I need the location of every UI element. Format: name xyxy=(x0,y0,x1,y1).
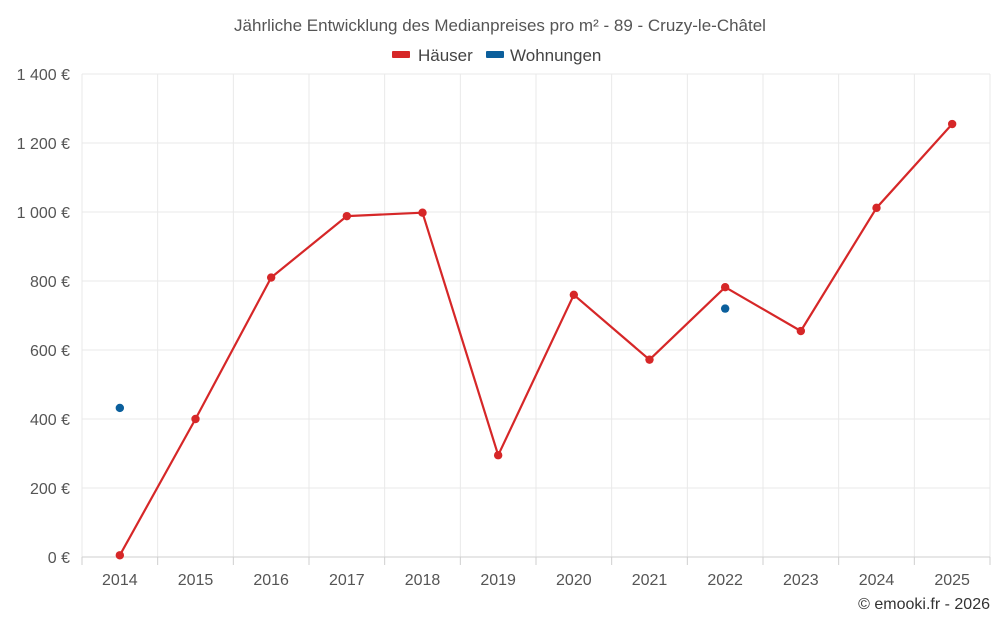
data-point-hauser[interactable] xyxy=(947,119,957,129)
y-axis-tick-labels: 0 € 200 € 400 € 600 € 800 € 1 000 € 1 200 € 1 4… xyxy=(17,67,70,567)
series-line-hauser xyxy=(118,123,954,556)
data-series xyxy=(115,119,957,560)
y-tick-label: 400 € xyxy=(30,412,70,429)
x-tick-label: 2018 xyxy=(405,572,441,589)
data-point-hauser[interactable] xyxy=(569,290,579,299)
data-point-hauser[interactable] xyxy=(796,326,806,336)
x-tick-label: 2019 xyxy=(480,572,516,589)
data-point-hauser[interactable] xyxy=(872,203,881,213)
credit-text: © emooki.fr - 2026 xyxy=(858,596,990,613)
data-point-wohnungen[interactable] xyxy=(720,304,730,313)
x-tick-label: 2024 xyxy=(859,572,895,589)
x-tick-label: 2015 xyxy=(178,572,214,589)
y-tick-label: 0 € xyxy=(48,550,70,567)
legend-item-hauser[interactable]: Häuser xyxy=(392,46,473,65)
y-tick-label: 1 400 € xyxy=(17,67,70,84)
x-tick-label: 2025 xyxy=(934,572,970,589)
legend-swatch-wohnungen xyxy=(486,51,504,58)
series-hauser xyxy=(115,119,957,560)
x-tick-label: 2017 xyxy=(329,572,365,589)
x-axis-tick-labels: 2014 2015 2016 2017 2018 2019 2020 2021 2022 2023… xyxy=(102,572,970,589)
data-point-wohnungen[interactable] xyxy=(115,403,125,413)
legend-item-wohnungen[interactable]: Wohnungen xyxy=(486,46,601,65)
legend-label-hauser: Häuser xyxy=(418,46,473,65)
data-point-hauser[interactable] xyxy=(115,551,125,560)
x-tick-label: 2016 xyxy=(253,572,289,589)
gridlines xyxy=(81,73,991,557)
chart-title: Jährliche Entwicklung des Medianpreises … xyxy=(234,16,766,35)
y-tick-label: 600 € xyxy=(30,343,70,360)
data-point-hauser[interactable] xyxy=(493,451,503,460)
axes xyxy=(81,556,991,565)
y-tick-label: 200 € xyxy=(30,481,70,498)
y-tick-label: 1 000 € xyxy=(17,205,70,222)
data-point-hauser[interactable] xyxy=(191,414,200,424)
legend-label-wohnungen: Wohnungen xyxy=(510,46,601,65)
legend-swatch-hauser xyxy=(392,51,410,58)
x-tick-label: 2021 xyxy=(632,572,668,589)
x-tick-label: 2014 xyxy=(102,572,138,589)
y-tick-label: 1 200 € xyxy=(17,136,70,153)
y-tick-label: 800 € xyxy=(30,274,70,291)
x-tick-label: 2020 xyxy=(556,572,592,589)
data-point-hauser[interactable] xyxy=(418,208,427,217)
x-tick-label: 2023 xyxy=(783,572,819,589)
data-point-hauser[interactable] xyxy=(645,355,654,364)
x-tick-label: 2022 xyxy=(707,572,743,589)
data-point-hauser[interactable] xyxy=(342,211,352,221)
data-point-hauser[interactable] xyxy=(720,283,730,292)
data-point-hauser[interactable] xyxy=(266,273,276,282)
legend: Häuser Wohnungen xyxy=(392,46,601,65)
series-wohnungen xyxy=(115,304,730,413)
